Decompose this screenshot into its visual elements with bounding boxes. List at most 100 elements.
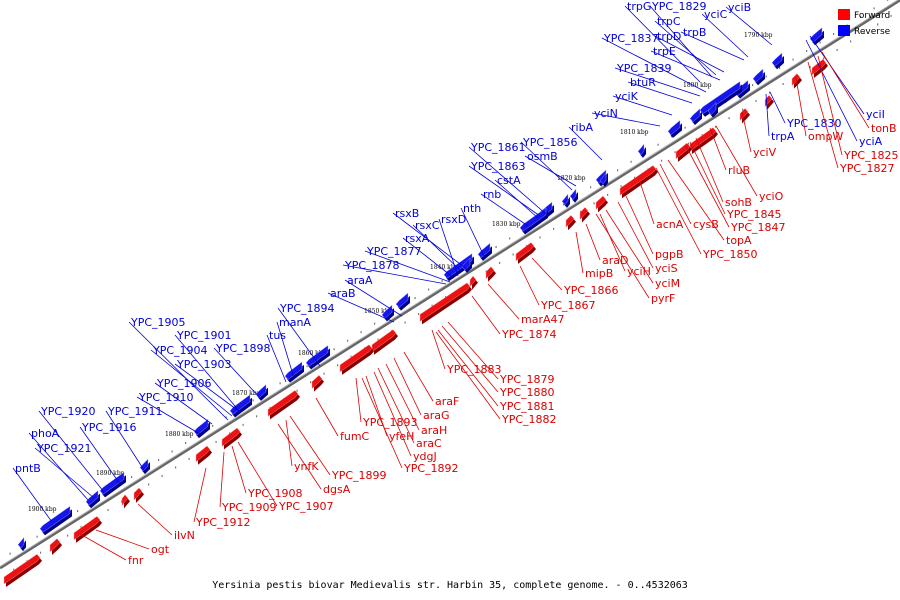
reverse-label-araa[interactable]: araA <box>344 274 403 317</box>
forward-label-acna[interactable]: acnA <box>639 181 684 231</box>
reverse-gene[interactable] <box>569 188 577 201</box>
forward-label-ycio[interactable]: yciO <box>715 125 784 203</box>
reverse-label-ypc-1910[interactable]: YPC_1910 <box>136 391 201 435</box>
forward-label-ilvn[interactable]: ilvN <box>137 503 195 542</box>
forward-label-ycih[interactable]: yciH <box>599 213 651 278</box>
forward-label-ypc-1874[interactable]: YPC_1874 <box>471 295 557 341</box>
forward-label-mara47[interactable]: marA47 <box>487 283 565 326</box>
forward-gene[interactable] <box>595 195 607 210</box>
reverse-label-tus[interactable]: tus <box>266 329 287 383</box>
reverse-gene[interactable] <box>139 458 149 472</box>
reverse-gene[interactable] <box>99 471 125 495</box>
forward-label-topa[interactable]: topA <box>667 159 752 247</box>
forward-label-arag[interactable]: araG <box>393 357 450 422</box>
reverse-label-ypc-1903[interactable]: YPC_1903 <box>174 358 241 413</box>
reverse-gene[interactable] <box>395 292 409 308</box>
reverse-gene[interactable] <box>699 81 741 114</box>
reverse-label-phoa[interactable]: phoA <box>28 427 89 501</box>
forward-gene[interactable] <box>485 266 495 280</box>
reverse-label-ypc-1829[interactable]: YPC_1829 <box>649 0 713 78</box>
reverse-label-ypc-1878[interactable]: YPC_1878 <box>342 259 447 285</box>
reverse-label-osmb[interactable]: osmB <box>524 150 577 187</box>
forward-label-ypc-1880[interactable]: YPC_1880 <box>441 325 555 399</box>
reverse-label-ycib[interactable]: yciB <box>725 1 773 46</box>
reverse-label-ypc-1861[interactable]: YPC_1861 <box>468 141 547 215</box>
forward-gene[interactable] <box>3 553 41 585</box>
reverse-label-ycic[interactable]: yciC <box>701 8 749 58</box>
reverse-gene[interactable] <box>284 361 303 380</box>
reverse-gene[interactable] <box>752 68 764 83</box>
reverse-label-arab[interactable]: araB <box>327 287 395 323</box>
reverse-gene[interactable] <box>17 536 25 549</box>
reverse-label-riba[interactable]: ribA <box>568 121 603 161</box>
reverse-label-ypc-1894[interactable]: YPC_1894 <box>277 302 335 367</box>
reverse-label-ypc-1906[interactable]: YPC_1906 <box>154 377 213 425</box>
forward-gene[interactable] <box>339 344 373 373</box>
reverse-label-trpd[interactable]: trpD <box>654 30 725 73</box>
forward-label-ypc-1892[interactable]: YPC_1892 <box>361 377 459 475</box>
forward-label-ycim[interactable]: yciM <box>605 209 680 290</box>
reverse-label-ypc-1898[interactable]: YPC_1898 <box>213 342 271 399</box>
forward-gene[interactable] <box>619 165 657 196</box>
reverse-label-rsxa[interactable]: rsxA <box>402 232 455 279</box>
reverse-gene[interactable] <box>689 108 701 123</box>
forward-gene[interactable] <box>195 445 211 463</box>
forward-gene[interactable] <box>739 108 749 121</box>
reverse-label-ypc-1920[interactable]: YPC_1920 <box>38 405 105 493</box>
forward-label-ypc-1883[interactable]: YPC_1883 <box>431 329 502 376</box>
reverse-gene[interactable] <box>561 193 569 206</box>
forward-label-arah[interactable]: araH <box>385 363 447 437</box>
forward-label-ypc-1827[interactable]: YPC_1827 <box>807 61 895 175</box>
forward-label-ypc-1893[interactable]: YPC_1893 <box>355 377 418 429</box>
forward-label-ompw[interactable]: ompW <box>795 77 843 143</box>
reverse-label-trpa[interactable]: trpA <box>765 93 795 143</box>
forward-label-mipb[interactable]: mipB <box>575 231 613 280</box>
forward-gene[interactable] <box>515 242 535 262</box>
reverse-gene[interactable] <box>599 172 607 185</box>
reverse-label-rnb[interactable]: rnb <box>480 188 529 227</box>
forward-label-cysb[interactable]: cysB <box>659 163 719 231</box>
forward-gene[interactable] <box>121 494 129 507</box>
forward-label-fnr[interactable]: fnr <box>79 533 144 567</box>
reverse-label-ycia[interactable]: yciA <box>805 39 883 148</box>
reverse-gene[interactable] <box>667 119 681 136</box>
forward-label-ypc-1882[interactable]: YPC_1882 <box>435 331 557 426</box>
forward-label-tonb[interactable]: tonB <box>821 51 897 135</box>
reverse-label-rsxd[interactable]: rsxD <box>438 213 466 277</box>
forward-label-ypc-1908[interactable]: YPC_1908 <box>231 445 303 500</box>
forward-gene[interactable] <box>811 58 827 76</box>
forward-gene[interactable] <box>579 207 589 220</box>
reverse-gene[interactable] <box>229 394 251 415</box>
reverse-label-btur[interactable]: btuR <box>627 76 693 104</box>
reverse-label-ycik[interactable]: yciK <box>612 90 673 116</box>
reverse-label-ypc-1916[interactable]: YPC_1916 <box>79 421 137 485</box>
reverse-label-ycii[interactable]: yciI <box>809 35 885 121</box>
reverse-label-ypc-1901[interactable]: YPC_1901 <box>174 329 241 413</box>
forward-label-fumc[interactable]: fumC <box>315 397 370 443</box>
forward-gene[interactable] <box>49 538 61 553</box>
reverse-label-trpb[interactable]: trpB <box>680 26 745 61</box>
reverse-label-ypc-1921[interactable]: YPC_1921 <box>34 442 95 499</box>
forward-gene[interactable] <box>221 427 241 447</box>
forward-gene[interactable] <box>419 282 471 322</box>
forward-label-ogt[interactable]: ogt <box>95 529 170 556</box>
forward-label-ypc-1866[interactable]: YPC_1866 <box>531 257 619 297</box>
forward-label-dgsa[interactable]: dgsA <box>277 423 351 496</box>
reverse-label-trpe[interactable]: trpE <box>650 45 721 81</box>
reverse-gene[interactable] <box>637 143 645 156</box>
reverse-label-mana[interactable]: manA <box>276 316 311 379</box>
forward-label-ypc-1825[interactable]: YPC_1825 <box>817 55 899 162</box>
forward-label-ypc-1879[interactable]: YPC_1879 <box>447 321 555 386</box>
reverse-label-ycin[interactable]: yciN <box>591 107 661 127</box>
reverse-label-trpg[interactable]: trpG <box>624 0 701 83</box>
forward-gene[interactable] <box>311 374 323 390</box>
forward-label-ypc-1912[interactable]: YPC_1912 <box>193 467 251 529</box>
forward-label-yciv[interactable]: yciV <box>741 111 777 159</box>
reverse-label-ypc-1856[interactable]: YPC_1856 <box>520 136 578 191</box>
forward-label-ypc-1909[interactable]: YPC_1909 <box>219 451 277 514</box>
forward-label-ycis[interactable]: yciS <box>617 201 678 275</box>
forward-label-araf[interactable]: araF <box>403 351 459 408</box>
forward-label-ypc-1845[interactable]: YPC_1845 <box>689 141 782 221</box>
forward-label-ynfk[interactable]: ynfK <box>285 419 319 473</box>
forward-label-ypc-1867[interactable]: YPC_1867 <box>519 265 596 312</box>
